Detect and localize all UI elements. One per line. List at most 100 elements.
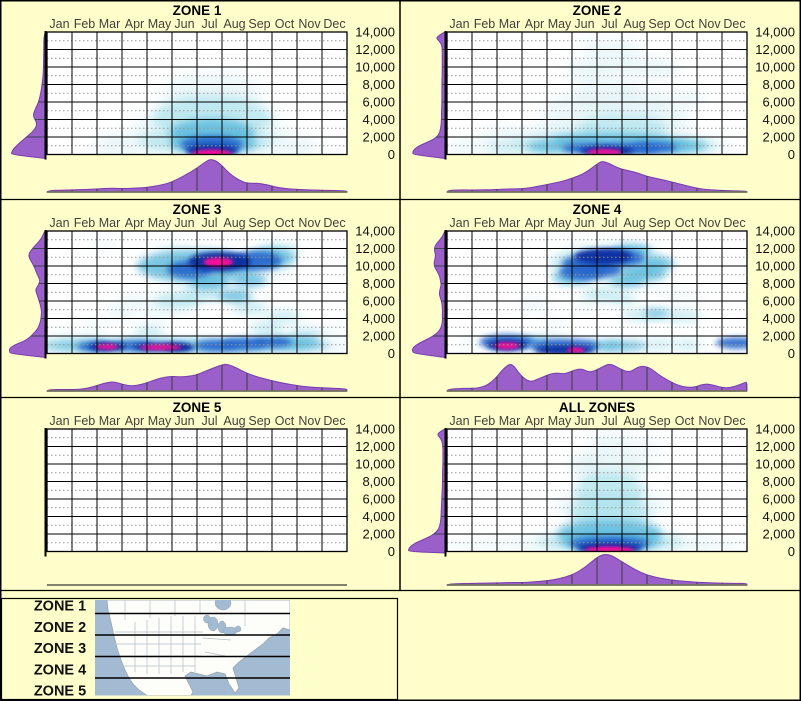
month-label: Jul (602, 216, 618, 230)
panel-all-zones: ALL ZONES Jan Feb Mar Apr May Jun Jul Aug Sep Oct N… (407, 400, 795, 586)
panel-title: ALL ZONES (559, 400, 635, 415)
elevation-tick-label: 8,000 (762, 474, 795, 489)
month-label: May (148, 17, 172, 31)
elevation-tick-label: 10,000 (355, 60, 395, 75)
left-density-curve (8, 230, 46, 359)
panel-title: ZONE 4 (573, 202, 622, 217)
left-density-curve (411, 230, 446, 359)
month-label: Oct (675, 17, 695, 31)
elevation-tick-label: 6,000 (762, 95, 795, 110)
heat-blob (719, 542, 747, 550)
month-label: Sep (248, 216, 270, 230)
heat-blob (659, 290, 690, 301)
legend-zone-label: ZONE 5 (34, 684, 86, 700)
month-label: Feb (74, 17, 96, 31)
month-label: Jan (49, 414, 69, 428)
heat-blob (639, 256, 675, 270)
heat-blob (79, 323, 110, 335)
month-label: Jul (602, 17, 618, 31)
elevation-tick-label: 2,000 (362, 329, 395, 344)
elevation-tick-label: 10,000 (755, 60, 795, 75)
heat-blob (587, 148, 622, 155)
elevation-tick-label: 4,000 (762, 112, 795, 127)
elevation-tick-label: 2,000 (762, 130, 795, 145)
elevation-tick-label: 14,000 (355, 25, 395, 40)
month-label: Nov (298, 414, 321, 428)
panel-zone-1: ZONE 1 Jan Feb Mar Apr May Jun Jul Aug Sep Oct Nov D… (10, 3, 395, 193)
heat-blob (617, 455, 657, 475)
map-lake (234, 625, 242, 633)
heat-blob (574, 300, 600, 309)
month-label: Jun (574, 216, 594, 230)
month-label: Aug (223, 17, 245, 31)
heat-blob (567, 347, 585, 353)
elevation-tick-label: 8,000 (362, 77, 395, 92)
heat-blob (644, 309, 670, 318)
elevation-tick-label: 12,000 (755, 42, 795, 57)
heat-blob (89, 141, 135, 154)
heat-blob (134, 326, 165, 337)
month-label: Jan (449, 17, 469, 31)
heat-blob (517, 299, 552, 312)
heat-blob (494, 342, 520, 349)
heat-blob (632, 142, 677, 153)
month-label: Nov (698, 414, 721, 428)
heat-blob (607, 39, 642, 56)
month-label: Jan (49, 216, 69, 230)
heat-blob (102, 307, 137, 320)
month-label: Dec (323, 17, 345, 31)
month-label: Jul (202, 414, 218, 428)
heat-blob (232, 301, 267, 315)
elevation-tick-label: 12,000 (355, 42, 395, 57)
heat-blob (647, 60, 682, 79)
month-label: Jun (174, 17, 194, 31)
legend-zone-label: ZONE 1 (34, 599, 86, 615)
month-label: Mar (99, 414, 121, 428)
elevation-tick-label: 12,000 (755, 439, 795, 454)
heat-blob (447, 143, 475, 152)
elevation-tick-label: 14,000 (755, 224, 795, 239)
elevation-tick-label: 0 (388, 346, 395, 361)
panel-zone-2: ZONE 2 Jan Feb Mar Apr May Jun Jul Aug Sep Oct Nov D… (412, 3, 795, 193)
heat-blob (589, 432, 635, 456)
month-label: Oct (275, 414, 295, 428)
month-label: Aug (223, 216, 245, 230)
month-label: Oct (275, 17, 295, 31)
zone-map (95, 600, 290, 696)
heat-blob (203, 257, 234, 267)
elevation-tick-label: 14,000 (355, 422, 395, 437)
map-lake (214, 600, 232, 611)
heatmap-blobs (447, 432, 747, 552)
month-label: Dec (323, 216, 345, 230)
month-label: Oct (675, 216, 695, 230)
month-label: Feb (74, 216, 96, 230)
month-label: Aug (223, 414, 245, 428)
heat-blob (602, 340, 647, 351)
heat-blob (319, 326, 345, 336)
elevation-tick-label: 6,000 (362, 294, 395, 309)
elevation-tick-label: 0 (788, 147, 795, 162)
month-label: May (548, 17, 572, 31)
elevation-tick-label: 6,000 (762, 294, 795, 309)
month-label: Nov (698, 17, 721, 31)
month-label: Jul (202, 216, 218, 230)
month-label: May (148, 414, 172, 428)
elevation-tick-label: 4,000 (362, 509, 395, 524)
month-label: Mar (499, 216, 521, 230)
plot-border (46, 31, 348, 156)
elevation-tick-label: 0 (388, 147, 395, 162)
panel-title: ZONE 1 (173, 3, 222, 18)
month-label: May (148, 216, 172, 230)
month-label: Oct (275, 216, 295, 230)
month-label: Nov (698, 216, 721, 230)
heat-blob (684, 294, 705, 301)
month-label: Dec (723, 216, 745, 230)
heat-blob (49, 330, 75, 340)
elevation-tick-label: 10,000 (755, 259, 795, 274)
plot-border (46, 428, 348, 553)
left-density-curve (407, 428, 446, 554)
month-label: Nov (298, 216, 321, 230)
panel-zone-5: ZONE 5 Jan Feb Mar Apr May Jun Jul Aug Sep Oct Nov D… (44, 400, 395, 586)
